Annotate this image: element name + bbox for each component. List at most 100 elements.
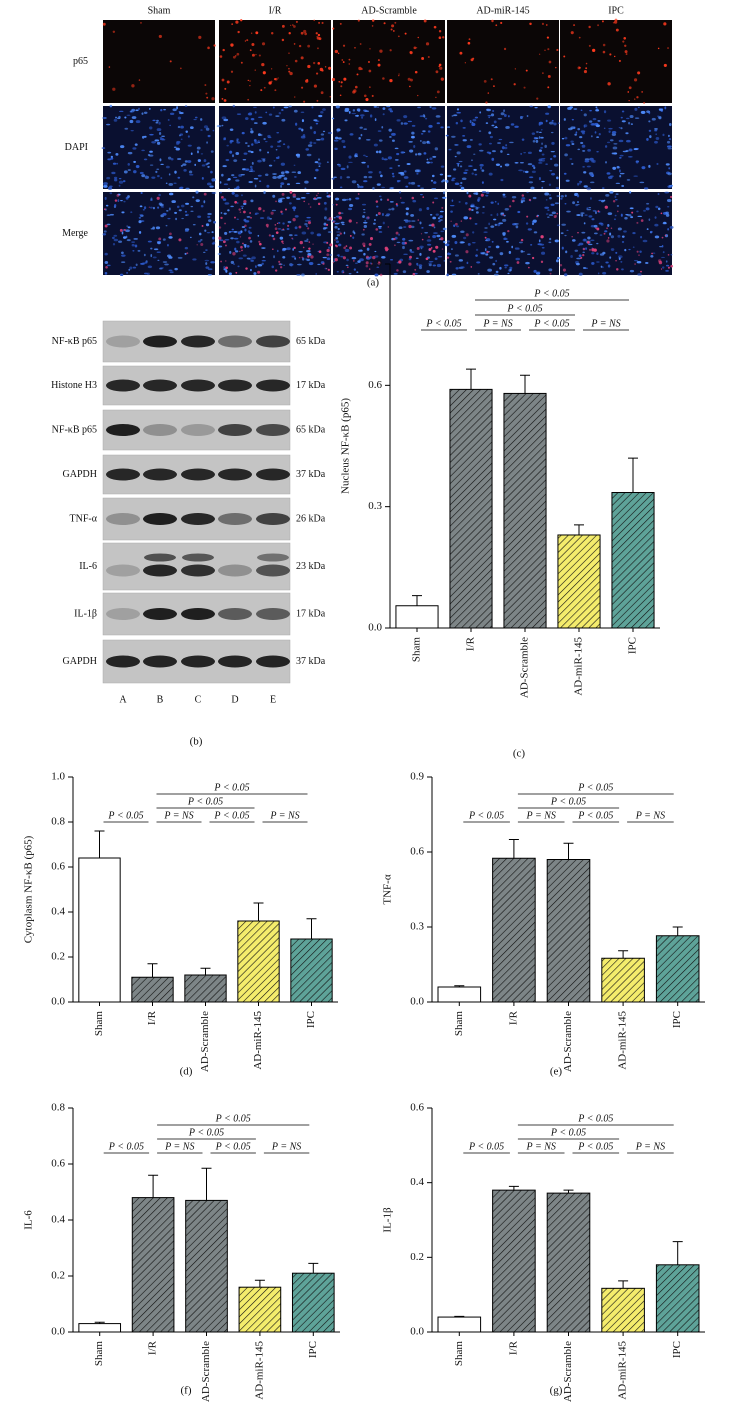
- p65-dot: [274, 227, 278, 230]
- nucleus-dot: [118, 115, 121, 119]
- y-tick-label: 0.4: [51, 906, 65, 918]
- y-tick-label: 0.9: [368, 258, 382, 270]
- nucleus-dot: [496, 213, 499, 217]
- p65-dot: [335, 203, 338, 206]
- p65-dot: [470, 266, 473, 268]
- p65-dot: [582, 254, 585, 257]
- nucleus-dot: [305, 148, 310, 151]
- nucleus-dot: [211, 231, 214, 234]
- nucleus-dot: [645, 262, 649, 264]
- nucleus-dot: [246, 244, 250, 248]
- p65-dot: [235, 20, 239, 24]
- nucleus-dot: [119, 273, 124, 277]
- nucleus-dot: [545, 198, 548, 201]
- nucleus-dot: [621, 110, 625, 113]
- p65-dot: [390, 28, 393, 31]
- nucleus-dot: [621, 120, 626, 123]
- blot-band: [218, 468, 252, 481]
- nucleus-dot: [508, 268, 512, 272]
- nucleus-dot: [103, 184, 108, 188]
- nucleus-dot: [411, 220, 416, 222]
- nucleus-dot: [305, 225, 308, 227]
- nucleus-dot: [368, 176, 373, 179]
- p65-dot: [591, 248, 595, 252]
- p65-dot: [235, 271, 238, 274]
- p65-dot: [307, 44, 311, 48]
- nucleus-dot: [335, 105, 340, 109]
- p65-dot: [404, 241, 408, 245]
- nucleus-dot: [224, 137, 226, 141]
- nucleus-dot: [444, 243, 450, 247]
- nucleus-dot: [498, 138, 503, 141]
- nucleus-dot: [625, 132, 629, 135]
- nucleus-dot: [538, 136, 541, 139]
- nucleus-dot: [592, 117, 597, 121]
- nucleus-dot: [388, 128, 392, 132]
- nucleus-dot: [177, 176, 181, 179]
- nucleus-dot: [361, 161, 366, 164]
- significance-label: P = NS: [482, 318, 512, 329]
- nucleus-dot: [501, 146, 505, 150]
- y-tick-label: 0.2: [51, 951, 65, 963]
- nucleus-dot: [373, 106, 378, 108]
- nucleus-dot: [607, 264, 611, 268]
- nucleus-dot: [294, 258, 297, 260]
- nucleus-dot: [250, 199, 254, 203]
- nucleus-dot: [408, 181, 411, 185]
- nucleus-dot: [567, 127, 573, 131]
- nucleus-dot: [359, 126, 363, 129]
- p65-dot: [369, 48, 371, 50]
- nucleus-dot: [267, 151, 270, 154]
- nucleus-dot: [553, 163, 559, 167]
- nucleus-dot: [483, 231, 488, 233]
- y-tick-label: 0.6: [51, 861, 65, 873]
- nucleus-dot: [291, 264, 294, 266]
- nucleus-dot: [461, 177, 467, 181]
- bar: [131, 976, 174, 1003]
- p65-dot: [112, 30, 116, 34]
- nucleus-dot: [169, 112, 175, 116]
- nucleus-dot: [233, 237, 239, 240]
- micrograph: [102, 190, 217, 277]
- blot-band: [181, 608, 215, 620]
- nucleus-dot: [652, 252, 656, 254]
- p65-dot: [417, 94, 419, 97]
- nucleus-dot: [351, 112, 357, 115]
- nucleus-dot: [363, 128, 368, 130]
- p65-dot: [415, 47, 418, 49]
- error-bar: [466, 368, 476, 390]
- nucleus-dot: [198, 232, 202, 236]
- nucleus-dot: [497, 202, 500, 205]
- nucleus-dot: [463, 171, 468, 175]
- bar: [78, 857, 121, 1003]
- nucleus-dot: [386, 105, 391, 108]
- p65-dot: [409, 51, 412, 54]
- nucleus-dot: [560, 232, 564, 235]
- nucleus-dot: [596, 261, 600, 263]
- nucleus-dot: [131, 108, 136, 112]
- nucleus-dot: [491, 124, 495, 127]
- nucleus-dot: [174, 170, 177, 174]
- nucleus-dot: [540, 158, 546, 160]
- nucleus-dot: [628, 155, 633, 158]
- nucleus-dot: [605, 145, 608, 148]
- y-tick-label: 0.4: [410, 1176, 424, 1188]
- nucleus-dot: [264, 141, 268, 143]
- nucleus-dot: [280, 162, 286, 166]
- nucleus-dot: [157, 175, 160, 178]
- nucleus-dot: [658, 116, 662, 120]
- p65-dot: [549, 272, 552, 275]
- nucleus-dot: [459, 185, 462, 187]
- nucleus-dot: [135, 109, 139, 112]
- nucleus-dot: [175, 147, 180, 151]
- nucleus-dot: [348, 110, 351, 114]
- p65-dot: [634, 263, 636, 265]
- nucleus-dot: [300, 196, 306, 199]
- nucleus-dot: [504, 266, 507, 269]
- nucleus-dot: [304, 223, 308, 226]
- significance-label: P < 0.05: [215, 1113, 251, 1124]
- nucleus-dot: [547, 216, 550, 218]
- p65-dot: [616, 268, 619, 271]
- p65-dot: [483, 80, 487, 83]
- nucleus-dot: [236, 141, 241, 144]
